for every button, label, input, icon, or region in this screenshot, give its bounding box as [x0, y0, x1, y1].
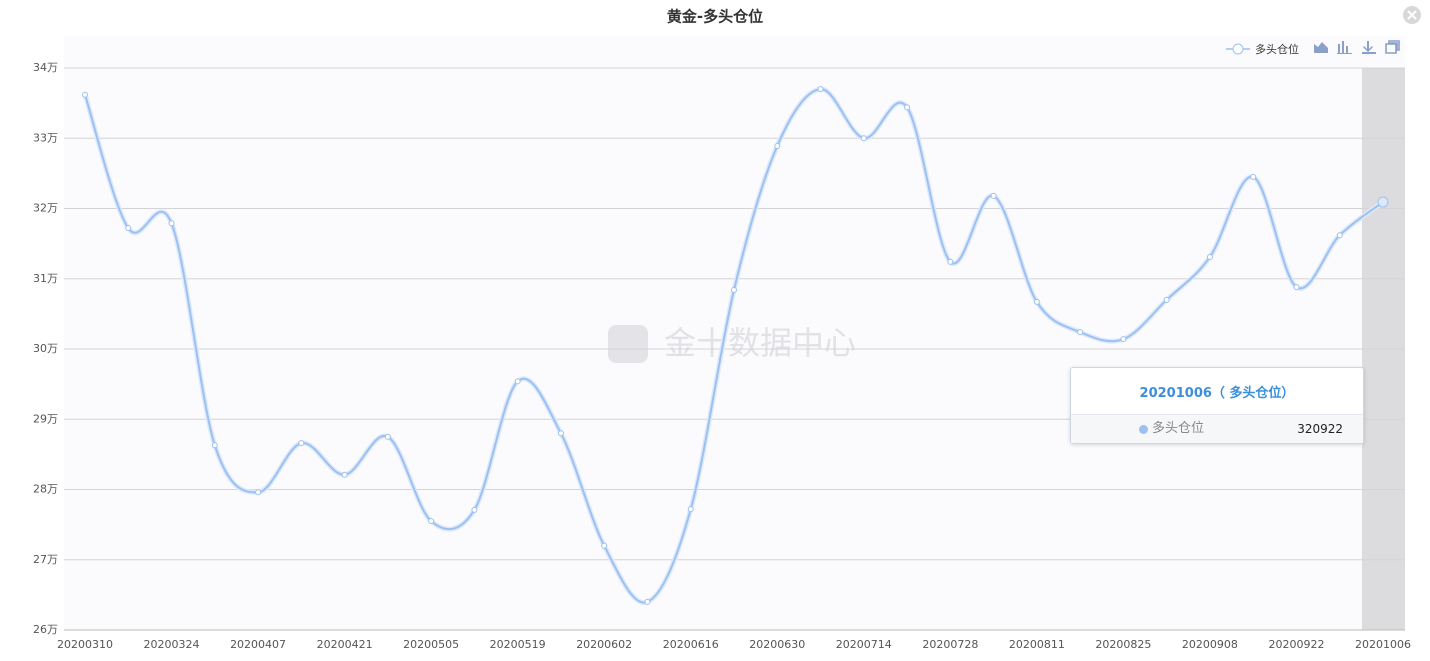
tooltip: 20201006（ 多头仓位） 多头仓位 320922 [1070, 367, 1364, 444]
point [1120, 336, 1127, 343]
point [341, 471, 348, 478]
point [687, 506, 694, 513]
y-tick-label: 33万 [33, 131, 58, 144]
x-tick-label: 20200714 [836, 638, 892, 651]
point [82, 91, 88, 98]
y-tick-label: 31万 [33, 272, 58, 285]
x-tick-label: 20200519 [490, 638, 546, 651]
y-tick-label: 30万 [33, 342, 58, 355]
point [514, 378, 521, 385]
x-tick-label: 20200908 [1182, 638, 1238, 651]
y-tick-label: 32万 [33, 202, 58, 215]
point [601, 542, 608, 549]
x-tick-label: 20200922 [1268, 638, 1324, 651]
point [1293, 284, 1300, 291]
x-tick-label: 20200616 [663, 638, 719, 651]
line [84, 88, 1384, 604]
download-tool[interactable] [1362, 41, 1376, 54]
close-icon[interactable] [1407, 10, 1417, 20]
point [255, 489, 262, 496]
point [1077, 329, 1084, 336]
legend-label[interactable]: 多头仓位 [1255, 42, 1299, 56]
legend[interactable]: 多头仓位 [1226, 42, 1299, 56]
x-tick-label: 20200407 [230, 638, 286, 651]
point [990, 192, 997, 199]
x-tick-label: 20200630 [749, 638, 805, 651]
y-tick-label: 28万 [33, 483, 58, 496]
restore-tool[interactable] [1385, 40, 1400, 54]
point [557, 430, 564, 437]
point [1250, 173, 1257, 180]
tooltip-title: 20201006（ 多头仓位） [1071, 368, 1363, 415]
point [168, 220, 175, 227]
point [298, 440, 305, 447]
point [211, 442, 218, 449]
watermark: 金十数据中心 [664, 324, 856, 362]
point [904, 104, 911, 111]
point [947, 258, 954, 265]
point [860, 135, 867, 142]
y-tick-label: 26万 [33, 623, 58, 636]
legend-marker[interactable] [1232, 43, 1244, 55]
area-chart-tool[interactable] [1314, 42, 1328, 53]
point [384, 433, 391, 440]
watermark-logo [608, 325, 648, 363]
point [1033, 298, 1040, 305]
tooltip-series: 多头仓位 [1152, 421, 1205, 436]
point [774, 142, 781, 149]
y-tick-label: 34万 [33, 61, 58, 74]
tooltip-value: 320922 [1297, 422, 1343, 436]
point [1377, 196, 1389, 208]
point [644, 598, 651, 605]
x-tick-label: 20200825 [1095, 638, 1151, 651]
close-button[interactable] [1403, 6, 1421, 24]
point [1163, 296, 1170, 303]
y-tick-label: 27万 [33, 553, 58, 566]
plot-background [64, 36, 1405, 630]
x-tick-label: 20201006 [1355, 638, 1411, 651]
y-tick-label: 29万 [33, 412, 58, 425]
x-tick-label: 20200505 [403, 638, 459, 651]
chart-title: 黄金-多头仓位 [667, 8, 763, 26]
point [731, 286, 737, 293]
point [817, 86, 824, 93]
point [125, 225, 132, 232]
point [471, 506, 478, 513]
point [1336, 232, 1343, 239]
point [1206, 253, 1213, 260]
bar-chart-tool[interactable] [1337, 41, 1352, 54]
x-tick-label: 20200728 [922, 638, 978, 651]
x-tick-label: 20200324 [144, 638, 200, 651]
x-tick-label: 20200310 [57, 638, 113, 651]
point [428, 518, 435, 525]
tooltip-dot [1139, 425, 1148, 434]
x-tick-label: 20200811 [1009, 638, 1065, 651]
toolbar[interactable] [1314, 40, 1400, 54]
x-tick-label: 20200602 [576, 638, 632, 651]
tooltip-row: 多头仓位 320922 [1071, 415, 1363, 443]
x-tick-label: 20200421 [317, 638, 373, 651]
